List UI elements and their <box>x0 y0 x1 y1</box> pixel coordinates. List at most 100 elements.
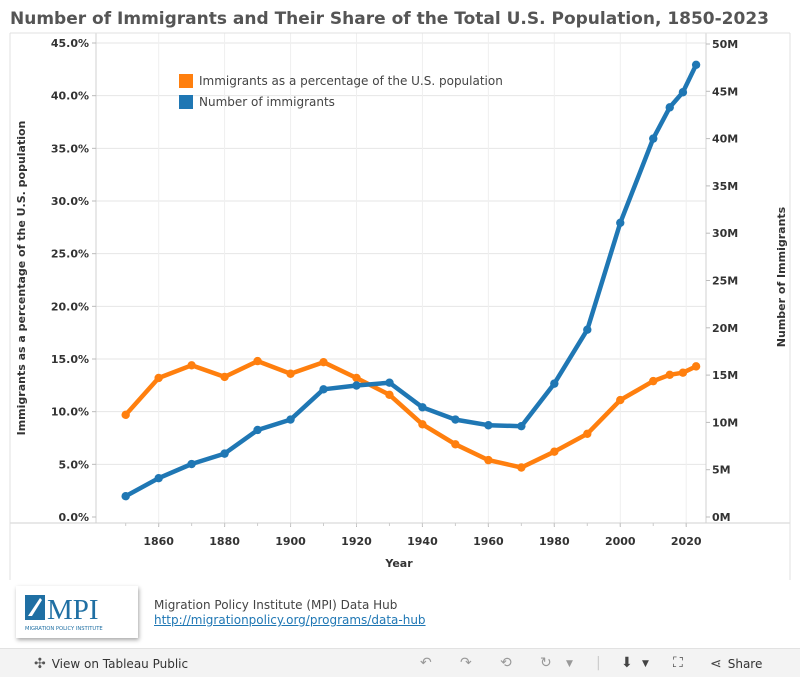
data-point-percentage[interactable] <box>665 370 674 379</box>
y-left-tick-label: 40.0% <box>51 90 89 103</box>
legend-label[interactable]: Immigrants as a percentage of the U.S. p… <box>199 74 503 88</box>
series-line-percentage[interactable] <box>123 358 699 470</box>
data-point-percentage[interactable] <box>451 440 460 449</box>
logo-subtext: MIGRATION POLICY INSTITUTE <box>25 626 103 632</box>
data-point-number[interactable] <box>550 379 559 388</box>
data-point-percentage[interactable] <box>220 372 229 382</box>
mpi-logo[interactable]: MPI MIGRATION POLICY INSTITUTE <box>16 586 138 638</box>
x-tick-label: 1940 <box>407 535 438 548</box>
data-point-percentage[interactable] <box>550 447 559 456</box>
y-right-tick-label: 45M <box>712 85 738 98</box>
data-point-percentage[interactable] <box>583 429 592 438</box>
x-axis-title: Year <box>384 557 413 570</box>
tableau-logo-icon: ✣ <box>34 656 46 672</box>
download-icon[interactable]: ⬇ <box>621 655 633 671</box>
refresh-dropdown-icon[interactable]: ▼ <box>566 659 573 669</box>
revert-icon[interactable]: ⟲ <box>500 655 512 671</box>
y-right-tick-label: 20M <box>712 322 738 335</box>
fullscreen-icon[interactable]: ⛶ <box>673 655 683 671</box>
source-line: Migration Policy Institute (MPI) Data Hu… <box>154 598 398 612</box>
x-tick-label: 1980 <box>539 535 570 548</box>
x-tick-label: 1900 <box>275 535 306 548</box>
data-point-number[interactable] <box>451 415 460 424</box>
y-left-tick-label: 35.0% <box>51 142 89 155</box>
y-right-tick-label: 25M <box>712 275 738 288</box>
data-point-number[interactable] <box>418 403 427 412</box>
data-point-number[interactable] <box>484 421 493 430</box>
series-layer <box>121 60 701 501</box>
data-point-number[interactable] <box>319 385 328 394</box>
legend-label[interactable]: Number of immigrants <box>199 95 335 109</box>
data-point-number[interactable] <box>616 218 625 227</box>
data-point-number[interactable] <box>154 474 163 483</box>
data-point-percentage[interactable] <box>517 463 526 472</box>
data-point-number[interactable] <box>691 60 701 70</box>
y-left-tick-label: 15.0% <box>51 353 89 366</box>
data-point-number[interactable] <box>220 449 229 458</box>
y-left-tick-label: 0.0% <box>58 511 89 524</box>
y-right-tick-label: 30M <box>712 227 738 240</box>
mpi-logo-graphic: MPI MIGRATION POLICY INSTITUTE <box>25 594 103 632</box>
download-dropdown-icon[interactable]: ▼ <box>642 659 649 669</box>
data-point-percentage[interactable] <box>121 410 130 420</box>
y-right-tick-label: 15M <box>712 369 738 382</box>
data-point-number[interactable] <box>121 491 130 501</box>
data-point-percentage[interactable] <box>691 362 701 371</box>
logo-text: MPI <box>47 594 99 626</box>
y-right-axis-title: Number of Immigrants <box>775 206 788 347</box>
data-hub-link[interactable]: http://migrationpolicy.org/programs/data… <box>154 613 426 627</box>
data-point-number[interactable] <box>665 103 674 112</box>
data-point-number[interactable] <box>678 88 688 97</box>
data-point-percentage[interactable] <box>187 361 196 370</box>
y-left-tick-label: 10.0% <box>51 406 89 419</box>
y-right-tick-label: 35M <box>712 180 738 193</box>
x-tick-label: 2000 <box>605 535 636 548</box>
series-line-number[interactable] <box>123 62 699 499</box>
data-point-percentage[interactable] <box>649 376 658 386</box>
data-point-percentage[interactable] <box>616 395 625 405</box>
data-point-percentage[interactable] <box>352 373 361 383</box>
x-tick-label: 1880 <box>209 535 240 548</box>
undo-icon[interactable]: ↶ <box>420 655 432 671</box>
share-icon: ⋖ <box>710 656 722 672</box>
redo-icon[interactable]: ↷ <box>460 655 472 671</box>
data-point-number[interactable] <box>649 134 658 143</box>
y-left-tick-label: 30.0% <box>51 195 89 208</box>
view-on-tableau-label: View on Tableau Public <box>51 657 189 671</box>
data-point-percentage[interactable] <box>484 455 493 465</box>
dual-axis-line-chart: 0.0% 5.0% 10.0% 15.0% 20.0% 25.0% 30.0% 35.0% 40… <box>9 32 791 580</box>
data-point-percentage[interactable] <box>319 357 328 367</box>
data-point-percentage[interactable] <box>385 390 394 400</box>
data-point-number[interactable] <box>253 425 262 435</box>
data-point-number[interactable] <box>352 381 361 390</box>
data-point-number[interactable] <box>517 421 526 431</box>
share-button[interactable]: ⋖ Share <box>710 656 762 672</box>
data-point-number[interactable] <box>286 415 295 424</box>
y-left-tick-label: 45.0% <box>51 37 89 50</box>
tableau-toolbar: ✣ View on Tableau Public ↶ ↷ ⟲ ↻ ▼ | ⬇ ▼… <box>0 648 800 677</box>
data-point-percentage[interactable] <box>678 368 688 377</box>
y-left-tick-label: 20.0% <box>51 300 89 313</box>
logo-mark-slash <box>28 598 42 616</box>
legend-swatch <box>179 74 193 88</box>
y-right-tick-label: 50M <box>712 38 738 51</box>
x-tick-label: 2020 <box>671 535 702 548</box>
x-tick-label: 1860 <box>143 535 174 548</box>
data-point-number[interactable] <box>385 378 394 387</box>
view-on-tableau-button[interactable]: ✣ View on Tableau Public <box>34 656 188 672</box>
axis-layer: 0.0% 5.0% 10.0% 15.0% 20.0% 25.0% 30.0% 35.0% 40… <box>9 32 791 580</box>
data-point-number[interactable] <box>187 459 196 469</box>
toolbar-divider: | <box>596 655 601 671</box>
data-point-percentage[interactable] <box>286 369 295 378</box>
legend[interactable]: Immigrants as a percentage of the U.S. p… <box>179 74 503 109</box>
refresh-icon[interactable]: ↻ <box>540 655 552 671</box>
source-note: Migration Policy Institute (MPI) Data Hu… <box>154 598 426 628</box>
legend-swatch <box>179 95 193 109</box>
data-point-percentage[interactable] <box>253 356 262 366</box>
data-point-percentage[interactable] <box>418 420 427 429</box>
chart-title: Number of Immigrants and Their Share of … <box>10 9 769 29</box>
y-left-tick-label: 25.0% <box>51 248 89 261</box>
share-label: Share <box>727 657 763 671</box>
data-point-number[interactable] <box>583 325 592 334</box>
data-point-percentage[interactable] <box>154 373 163 383</box>
